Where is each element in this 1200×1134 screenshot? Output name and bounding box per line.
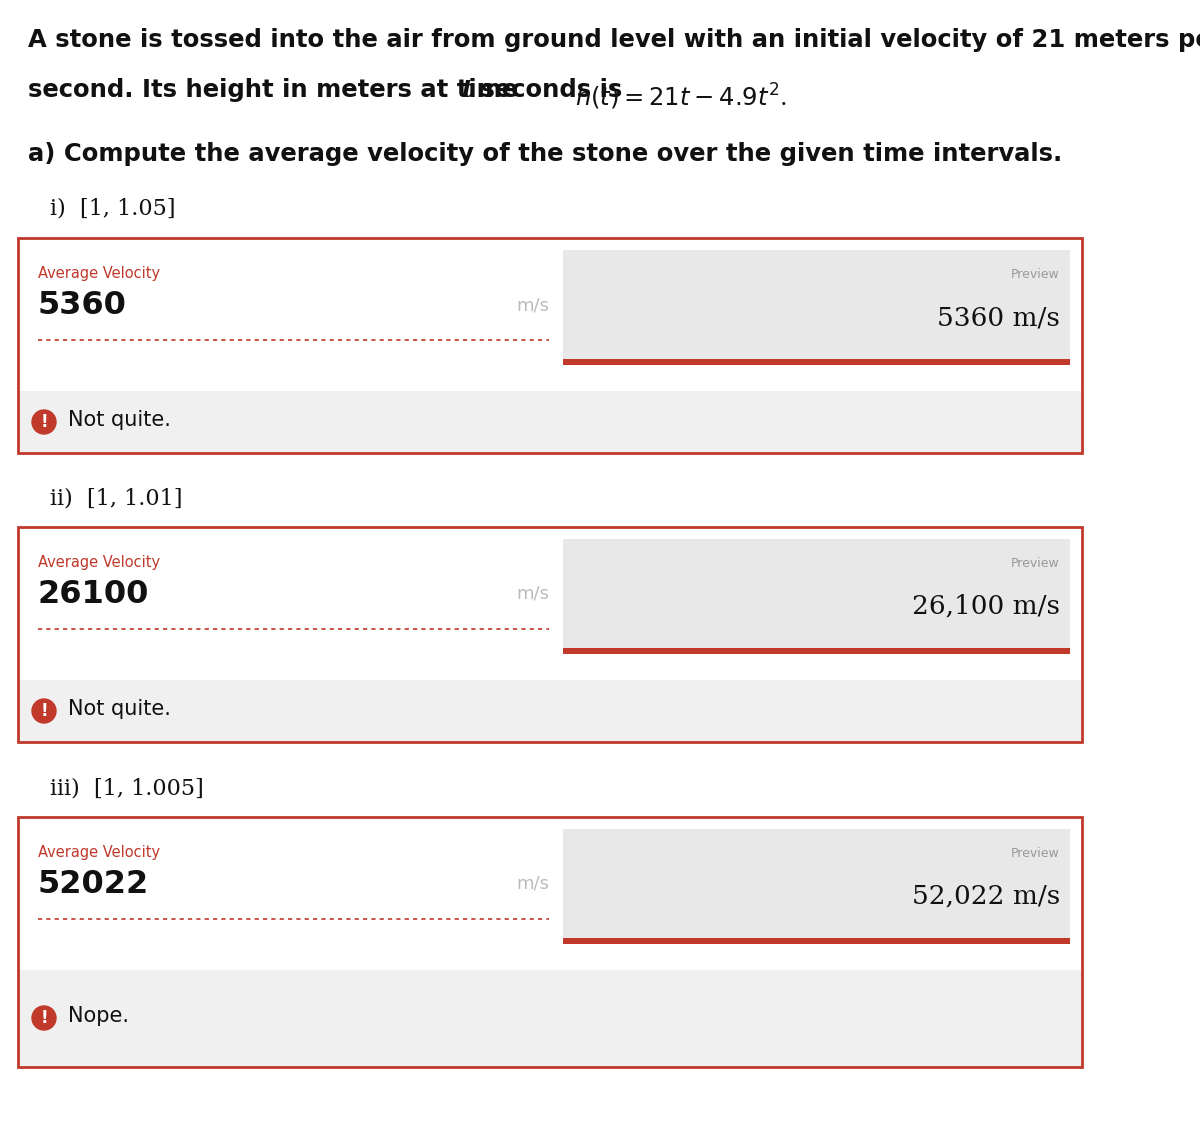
Bar: [18, 391, 1082, 452]
Text: Not quite.: Not quite.: [68, 699, 170, 719]
Text: Not quite.: Not quite.: [68, 411, 170, 430]
Circle shape: [32, 1006, 56, 1030]
Bar: [18, 970, 1082, 1067]
Bar: [563, 539, 1070, 654]
Bar: [18, 527, 1082, 742]
Bar: [18, 238, 1082, 391]
Bar: [563, 249, 1070, 365]
Text: 26,100 m/s: 26,100 m/s: [912, 594, 1060, 619]
Text: Preview: Preview: [1012, 847, 1060, 860]
Text: m/s: m/s: [516, 585, 550, 603]
Text: 5360 m/s: 5360 m/s: [937, 305, 1060, 330]
Text: i)  [1, 1.05]: i) [1, 1.05]: [50, 198, 175, 220]
Text: Nope.: Nope.: [68, 1006, 130, 1026]
Text: Preview: Preview: [1012, 557, 1060, 570]
Bar: [18, 680, 1082, 742]
Text: 5360: 5360: [38, 290, 127, 321]
Bar: [563, 829, 1070, 943]
Text: Average Velocity: Average Velocity: [38, 266, 160, 281]
Text: 52,022 m/s: 52,022 m/s: [912, 885, 1060, 909]
Text: t: t: [462, 78, 473, 102]
Circle shape: [32, 411, 56, 434]
Text: 52022: 52022: [38, 869, 149, 900]
Bar: [563, 359, 1070, 365]
Text: Preview: Preview: [1012, 268, 1060, 281]
Bar: [18, 238, 1082, 452]
Text: iii)  [1, 1.005]: iii) [1, 1.005]: [50, 778, 204, 799]
Text: 26100: 26100: [38, 579, 149, 610]
Text: m/s: m/s: [516, 875, 550, 892]
Text: m/s: m/s: [516, 296, 550, 314]
Text: A stone is tossed into the air from ground level with an initial velocity of 21 : A stone is tossed into the air from grou…: [28, 28, 1200, 52]
Bar: [563, 648, 1070, 654]
Text: !: !: [40, 1009, 48, 1027]
Text: !: !: [40, 702, 48, 720]
Bar: [18, 816, 1082, 970]
Text: Average Velocity: Average Velocity: [38, 555, 160, 570]
Bar: [18, 816, 1082, 1067]
Text: a) Compute the average velocity of the stone over the given time intervals.: a) Compute the average velocity of the s…: [28, 142, 1062, 166]
Text: Average Velocity: Average Velocity: [38, 845, 160, 860]
Circle shape: [32, 699, 56, 723]
Text: second. Its height in meters at time: second. Its height in meters at time: [28, 78, 527, 102]
Text: ii)  [1, 1.01]: ii) [1, 1.01]: [50, 486, 182, 509]
Text: seconds is: seconds is: [472, 78, 631, 102]
Bar: [563, 938, 1070, 943]
Text: $h(t) = 21t - 4.9t^2$.: $h(t) = 21t - 4.9t^2$.: [575, 82, 787, 112]
Text: !: !: [40, 413, 48, 431]
Bar: [18, 527, 1082, 680]
